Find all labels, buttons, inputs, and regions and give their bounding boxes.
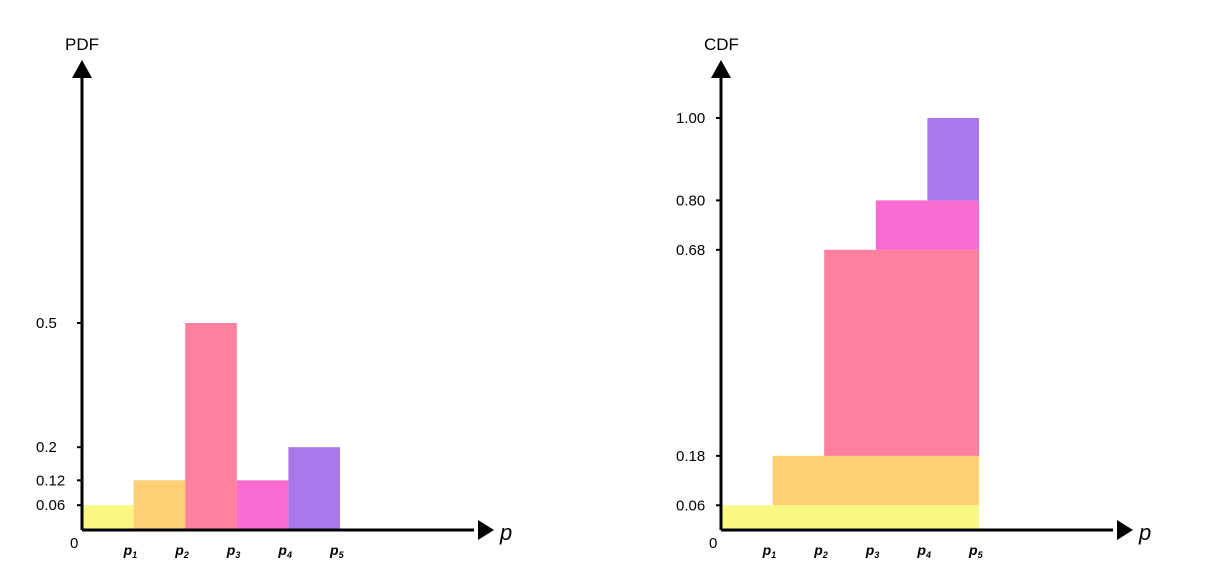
bar-p1: [82, 505, 134, 530]
cdf-segment-3: [824, 249, 979, 456]
origin-label: 0: [70, 535, 78, 552]
cdf-segment-2: [772, 455, 979, 506]
x-tick-label-p3: p3: [226, 542, 241, 560]
bar-p2: [133, 480, 186, 530]
chart-panel-2: 0.06 0.18 0.68 0.80 1.00 0 CDF p p1 p2 p3 p4 p5: [676, 35, 1151, 560]
y-tick-label: 0.06: [676, 497, 705, 514]
y-axis-title: CDF: [704, 35, 739, 54]
y-tick-label: 0.2: [36, 439, 57, 456]
x-tick-label-p3: p3: [865, 542, 880, 560]
cdf-segment-4: [875, 200, 979, 250]
y-tick-label: 0.18: [676, 448, 705, 465]
x-tick-label-p1: p1: [123, 542, 138, 560]
bar-p3: [185, 323, 237, 530]
y-axis-arrow: [711, 60, 731, 78]
x-tick-label-p5: p5: [329, 542, 345, 560]
y-tick-label: 0.12: [36, 472, 65, 489]
y-tick-label: 0.68: [676, 242, 705, 259]
y-tick-label: 0.5: [36, 315, 57, 332]
chart-panel-1: 0.06 0.12 0.2 0.5 0 PDF p p1 p2 p3 p4 p5: [36, 35, 512, 560]
bar-p4: [236, 480, 289, 530]
x-tick-label-p4: p4: [916, 542, 931, 560]
x-axis-title: p: [1138, 520, 1151, 545]
cdf-segment-1: [721, 505, 979, 530]
x-tick-label-p2: p2: [174, 542, 189, 560]
origin-label: 0: [709, 535, 717, 552]
y-axis-arrow: [72, 60, 92, 78]
y-axis-title: PDF: [65, 35, 99, 54]
x-tick-label-p2: p2: [813, 542, 828, 560]
y-tick-label: 1.00: [676, 110, 705, 127]
x-axis-arrow: [1117, 520, 1133, 540]
bar-p5: [288, 447, 340, 530]
x-axis-title: p: [499, 520, 512, 545]
x-tick-label-p5: p5: [968, 542, 984, 560]
cdf-segment-5: [927, 118, 979, 201]
x-tick-label-p4: p4: [277, 542, 292, 560]
x-tick-label-p1: p1: [762, 542, 777, 560]
x-axis-arrow: [478, 520, 494, 540]
y-tick-label: 0.06: [36, 497, 65, 514]
y-tick-label: 0.80: [676, 192, 705, 209]
